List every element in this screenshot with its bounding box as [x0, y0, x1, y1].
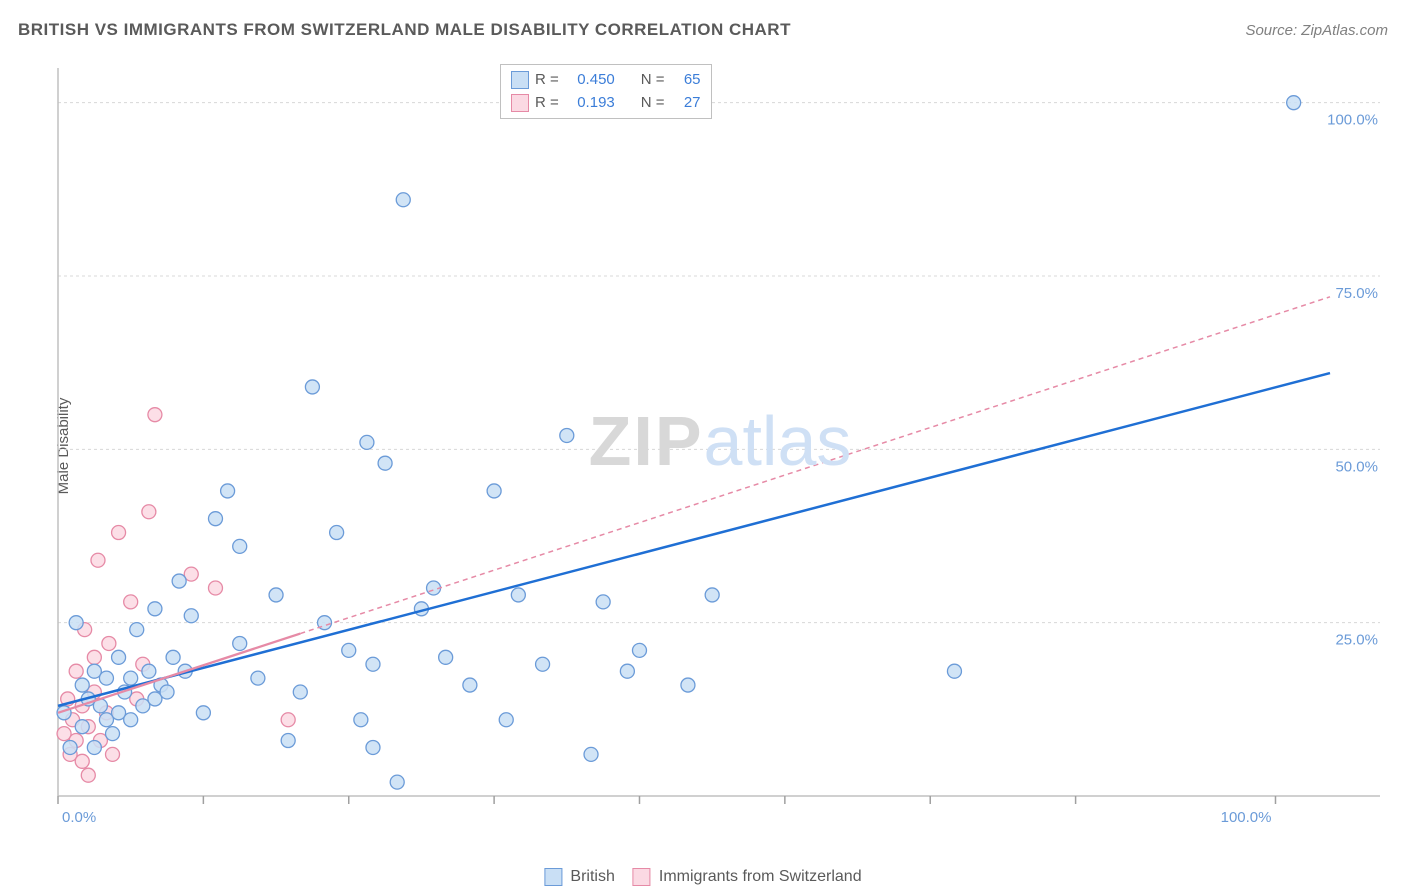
legend-swatch: [544, 868, 562, 886]
svg-text:100.0%: 100.0%: [1327, 112, 1378, 129]
n-label: N =: [641, 69, 665, 92]
title-bar: BRITISH VS IMMIGRANTS FROM SWITZERLAND M…: [18, 20, 1388, 40]
legend-swatch: [511, 94, 529, 112]
plot-area: 25.0%50.0%75.0%100.0%0.0%100.0% ZIPatlas…: [50, 60, 1390, 830]
stats-legend-row: R = 0.450 N = 65: [511, 69, 701, 92]
n-value: 27: [671, 92, 701, 115]
bottom-legend-item: British: [544, 868, 614, 886]
stats-legend-box: R = 0.450 N = 65 R = 0.193 N = 27: [500, 64, 712, 119]
svg-text:25.0%: 25.0%: [1335, 632, 1378, 649]
r-label: R =: [535, 69, 559, 92]
scatter-chart: 25.0% 50.0% 75.0% 100.0% 0.0% 100.0%: [50, 60, 1390, 830]
legend-swatch: [511, 71, 529, 89]
source-label: Source: ZipAtlas.com: [1245, 22, 1388, 39]
bottom-legend-item: Immigrants from Switzerland: [633, 868, 862, 886]
svg-text:75.0%: 75.0%: [1335, 285, 1378, 302]
r-label: R =: [535, 92, 559, 115]
stats-legend-row: R = 0.193 N = 27: [511, 92, 701, 115]
legend-label: Immigrants from Switzerland: [659, 868, 862, 886]
n-value: 65: [671, 69, 701, 92]
svg-text:0.0%: 0.0%: [62, 809, 96, 826]
legend-label: British: [570, 868, 614, 886]
n-label: N =: [641, 92, 665, 115]
svg-text:100.0%: 100.0%: [1221, 809, 1272, 826]
bottom-legend: British Immigrants from Switzerland: [544, 868, 861, 886]
r-value: 0.450: [565, 69, 615, 92]
svg-text:50.0%: 50.0%: [1335, 458, 1378, 475]
legend-swatch: [633, 868, 651, 886]
chart-title: BRITISH VS IMMIGRANTS FROM SWITZERLAND M…: [18, 20, 791, 40]
r-value: 0.193: [565, 92, 615, 115]
